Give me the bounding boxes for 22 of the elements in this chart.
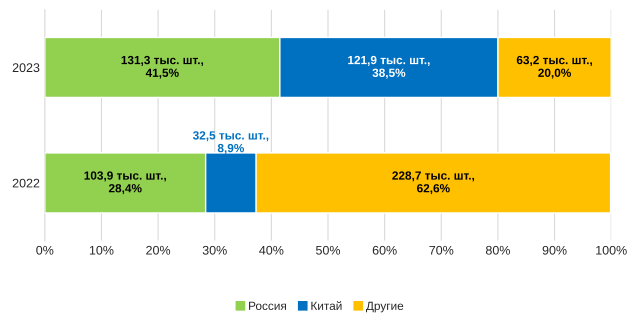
data-label: 131,3 тыс. шт., 41,5% — [122, 56, 204, 79]
x-tick-label: 70% — [429, 246, 454, 255]
x-tick-label: 20% — [146, 246, 170, 255]
x-tick-label: 100% — [596, 246, 627, 255]
data-label: 228,7 тыс. шт., 62,6% — [392, 171, 474, 194]
legend-label: Другие — [366, 302, 404, 312]
data-label: 32,5 тыс. шт., 8,9% — [192, 131, 268, 154]
y-tick-label: 2022 — [12, 178, 40, 188]
data-label: 103,9 тыс. шт., 28,4% — [84, 171, 166, 194]
data-label: 121,9 тыс. шт., 38,5% — [348, 56, 430, 79]
x-tick-label: 60% — [372, 246, 397, 255]
y-tick-label: 2023 — [12, 63, 40, 72]
x-tick-label: 40% — [259, 246, 284, 255]
x-tick-label: 80% — [486, 246, 510, 255]
x-tick-label: 0% — [36, 246, 54, 255]
x-tick-label: 10% — [90, 246, 114, 255]
x-tick-label: 90% — [542, 246, 567, 255]
legend-label: Россия — [249, 302, 286, 310]
x-tick-label: 30% — [202, 246, 227, 255]
legend-label: Китай — [311, 301, 342, 310]
x-tick-label: 50% — [316, 246, 340, 255]
data-label: 63,2 тыс. шт., 20,0% — [516, 56, 592, 79]
